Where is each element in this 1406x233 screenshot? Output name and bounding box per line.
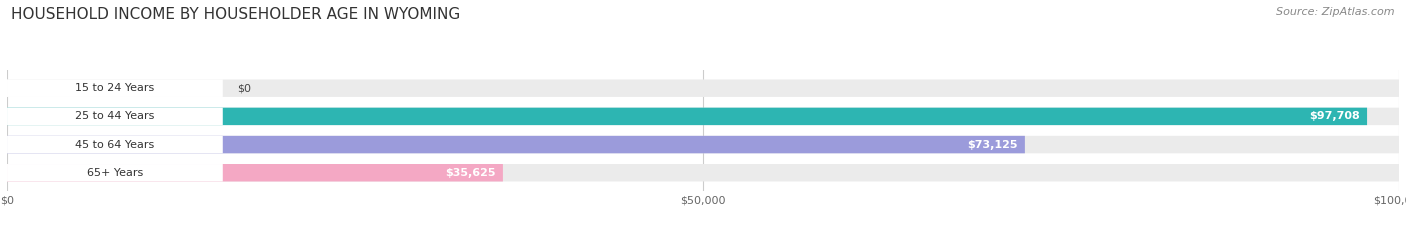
FancyBboxPatch shape (7, 79, 1399, 97)
FancyBboxPatch shape (7, 164, 503, 182)
FancyBboxPatch shape (7, 79, 222, 97)
Text: $97,708: $97,708 (1309, 111, 1360, 121)
Text: $35,625: $35,625 (446, 168, 496, 178)
FancyBboxPatch shape (7, 136, 1025, 153)
Text: 65+ Years: 65+ Years (87, 168, 143, 178)
FancyBboxPatch shape (7, 136, 222, 153)
Text: 25 to 44 Years: 25 to 44 Years (75, 111, 155, 121)
Text: Source: ZipAtlas.com: Source: ZipAtlas.com (1277, 7, 1395, 17)
Text: 15 to 24 Years: 15 to 24 Years (76, 83, 155, 93)
FancyBboxPatch shape (7, 164, 1399, 182)
Text: HOUSEHOLD INCOME BY HOUSEHOLDER AGE IN WYOMING: HOUSEHOLD INCOME BY HOUSEHOLDER AGE IN W… (11, 7, 461, 22)
FancyBboxPatch shape (7, 108, 1399, 125)
Text: $73,125: $73,125 (967, 140, 1018, 150)
Text: 45 to 64 Years: 45 to 64 Years (76, 140, 155, 150)
FancyBboxPatch shape (7, 108, 222, 125)
FancyBboxPatch shape (7, 136, 1399, 153)
FancyBboxPatch shape (7, 164, 222, 182)
Text: $0: $0 (236, 83, 250, 93)
FancyBboxPatch shape (7, 108, 1367, 125)
